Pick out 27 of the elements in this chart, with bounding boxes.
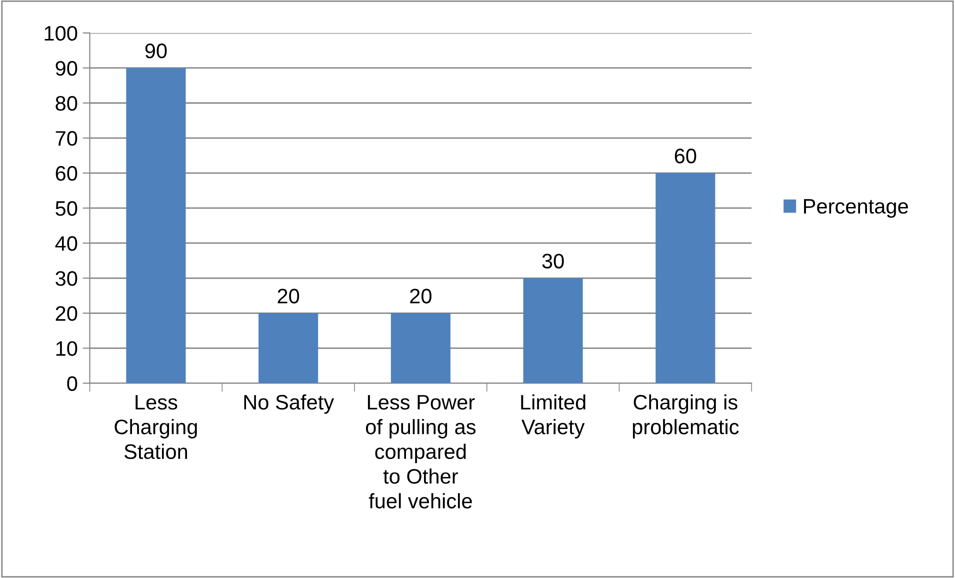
x-tick-label: Less Charging Station bbox=[114, 395, 197, 460]
data-label: 30 bbox=[542, 254, 564, 268]
bar bbox=[390, 313, 450, 384]
x-tick-label: No Safety bbox=[244, 394, 334, 414]
y-tick-label: 70 bbox=[56, 131, 78, 146]
x-tick-label: Less Power of pulling as compared to Other fuel vehicle bbox=[366, 395, 476, 508]
y-tick-label: 20 bbox=[56, 306, 78, 321]
bar bbox=[258, 313, 318, 384]
x-tick-label: Limited Variety bbox=[521, 394, 586, 438]
y-tick-label: 80 bbox=[56, 96, 78, 111]
bar bbox=[656, 173, 716, 384]
y-tick-label: 30 bbox=[56, 271, 78, 286]
data-label: 90 bbox=[145, 44, 167, 58]
y-tick-label: 50 bbox=[56, 201, 78, 216]
y-tick-label: 40 bbox=[55, 236, 78, 251]
legend-label: Percentage bbox=[804, 199, 908, 218]
data-label: 60 bbox=[674, 148, 696, 164]
y-tick-label: 100 bbox=[44, 26, 78, 41]
y-tick-label: 60 bbox=[56, 166, 78, 181]
data-label: 20 bbox=[410, 288, 432, 304]
x-tick-label: Charging is problematic bbox=[632, 394, 739, 438]
y-tick-label: 0 bbox=[67, 376, 78, 391]
y-tick-label: 90 bbox=[56, 60, 78, 76]
bar bbox=[126, 68, 186, 384]
y-tick-label: 10 bbox=[56, 341, 78, 356]
data-label: 20 bbox=[278, 288, 300, 304]
bar bbox=[523, 278, 583, 384]
